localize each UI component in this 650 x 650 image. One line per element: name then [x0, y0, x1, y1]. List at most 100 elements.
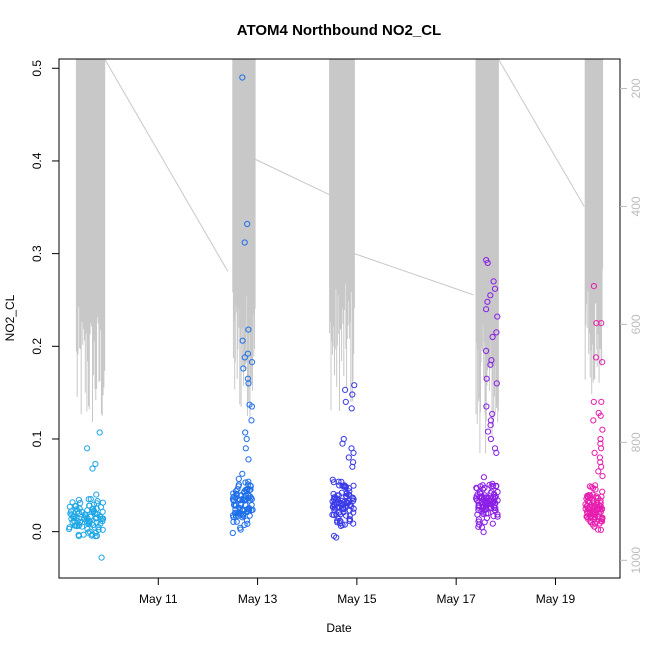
data-point	[480, 474, 487, 481]
y2-axis: 200 400 600 800 1000	[620, 78, 643, 574]
data-point	[475, 499, 482, 506]
data-point	[248, 403, 255, 410]
y-tick-label: 0.5	[30, 60, 44, 77]
data-point	[475, 507, 482, 514]
data-point	[599, 488, 606, 495]
data-point	[230, 490, 237, 497]
data-point	[96, 429, 103, 436]
data-point	[484, 259, 491, 266]
data-point	[248, 417, 255, 424]
data-point	[86, 502, 93, 509]
data-point	[487, 361, 494, 368]
data-point	[599, 514, 606, 521]
data-point	[342, 386, 349, 393]
data-point	[598, 398, 605, 405]
pressure-trace-transit	[104, 58, 229, 272]
data-point	[589, 491, 596, 498]
data-point	[95, 524, 102, 531]
data-point	[342, 398, 349, 405]
data-point	[493, 449, 500, 456]
data-point	[345, 454, 352, 461]
data-point	[342, 483, 349, 490]
data-point	[229, 529, 236, 537]
data-point	[91, 524, 98, 531]
data-point	[481, 519, 488, 526]
data-point	[587, 518, 594, 526]
data-point	[487, 435, 494, 443]
pressure-trace-segment	[475, 59, 499, 454]
data-point	[349, 494, 356, 501]
y-axis: 0.0 0.1 0.2 0.3 0.4 0.5	[30, 60, 59, 540]
data-point	[479, 486, 486, 493]
data-point	[243, 435, 250, 443]
data-point	[584, 492, 591, 499]
data-point	[491, 285, 499, 292]
data-point	[482, 497, 489, 504]
data-point	[239, 337, 246, 344]
data-point	[591, 449, 598, 456]
data-point	[483, 500, 490, 507]
data-point	[349, 391, 356, 398]
data-point	[490, 482, 497, 489]
data-point	[487, 490, 494, 497]
data-point	[483, 375, 490, 382]
data-point	[591, 523, 598, 530]
pressure-trace-segment	[75, 59, 106, 422]
data-point	[339, 505, 346, 512]
data-point	[598, 445, 605, 452]
y2-tick-label: 400	[629, 196, 643, 216]
pressure-trace-segment	[329, 59, 355, 411]
data-point	[492, 507, 499, 514]
y2-tick-label: 1000	[629, 547, 643, 574]
data-point	[335, 478, 342, 485]
data-point	[239, 507, 246, 514]
data-point	[236, 509, 243, 516]
data-point	[69, 499, 76, 506]
data-point	[494, 313, 501, 320]
data-point	[241, 354, 248, 361]
data-point	[244, 520, 251, 527]
data-point	[248, 507, 255, 514]
data-point	[248, 496, 255, 503]
data-point	[346, 488, 353, 495]
data-point	[230, 518, 237, 526]
data-point	[93, 491, 100, 498]
chart-title: ATOM4 Northbound NO2_CL	[237, 22, 441, 39]
data-point	[483, 347, 490, 354]
data-point	[350, 497, 357, 504]
x-axis: May 11 May 13 May 15 May 17 May 19	[139, 577, 576, 606]
data-point	[99, 526, 106, 533]
data-point	[66, 503, 73, 510]
data-point	[487, 422, 494, 429]
data-point	[593, 493, 600, 500]
data-point	[333, 504, 340, 511]
data-point	[236, 496, 243, 503]
data-point	[86, 518, 93, 525]
x-tick-label: May 19	[536, 592, 576, 606]
data-point	[247, 483, 254, 490]
data-point	[350, 459, 357, 466]
data-point	[241, 521, 248, 529]
data-point	[92, 510, 99, 518]
data-point	[475, 516, 482, 523]
y-tick-label: 0.3	[30, 245, 44, 262]
data-point	[93, 500, 100, 507]
data-point	[350, 520, 357, 527]
data-point	[483, 498, 490, 505]
data-point	[97, 504, 105, 511]
data-point	[246, 512, 253, 519]
y-tick-label: 0.2	[30, 338, 44, 355]
data-point	[597, 435, 604, 443]
data-point	[351, 382, 358, 389]
pressure-trace-segment	[584, 59, 604, 395]
data-point	[233, 510, 240, 517]
data-point	[481, 507, 488, 514]
data-point	[597, 526, 605, 534]
x-axis-label: Date	[326, 621, 352, 635]
data-point	[245, 326, 252, 333]
data-point	[489, 333, 496, 341]
data-point	[329, 476, 336, 483]
y-axis-label: NO2_CL	[3, 294, 17, 341]
data-point	[350, 482, 357, 489]
data-point	[232, 512, 240, 520]
